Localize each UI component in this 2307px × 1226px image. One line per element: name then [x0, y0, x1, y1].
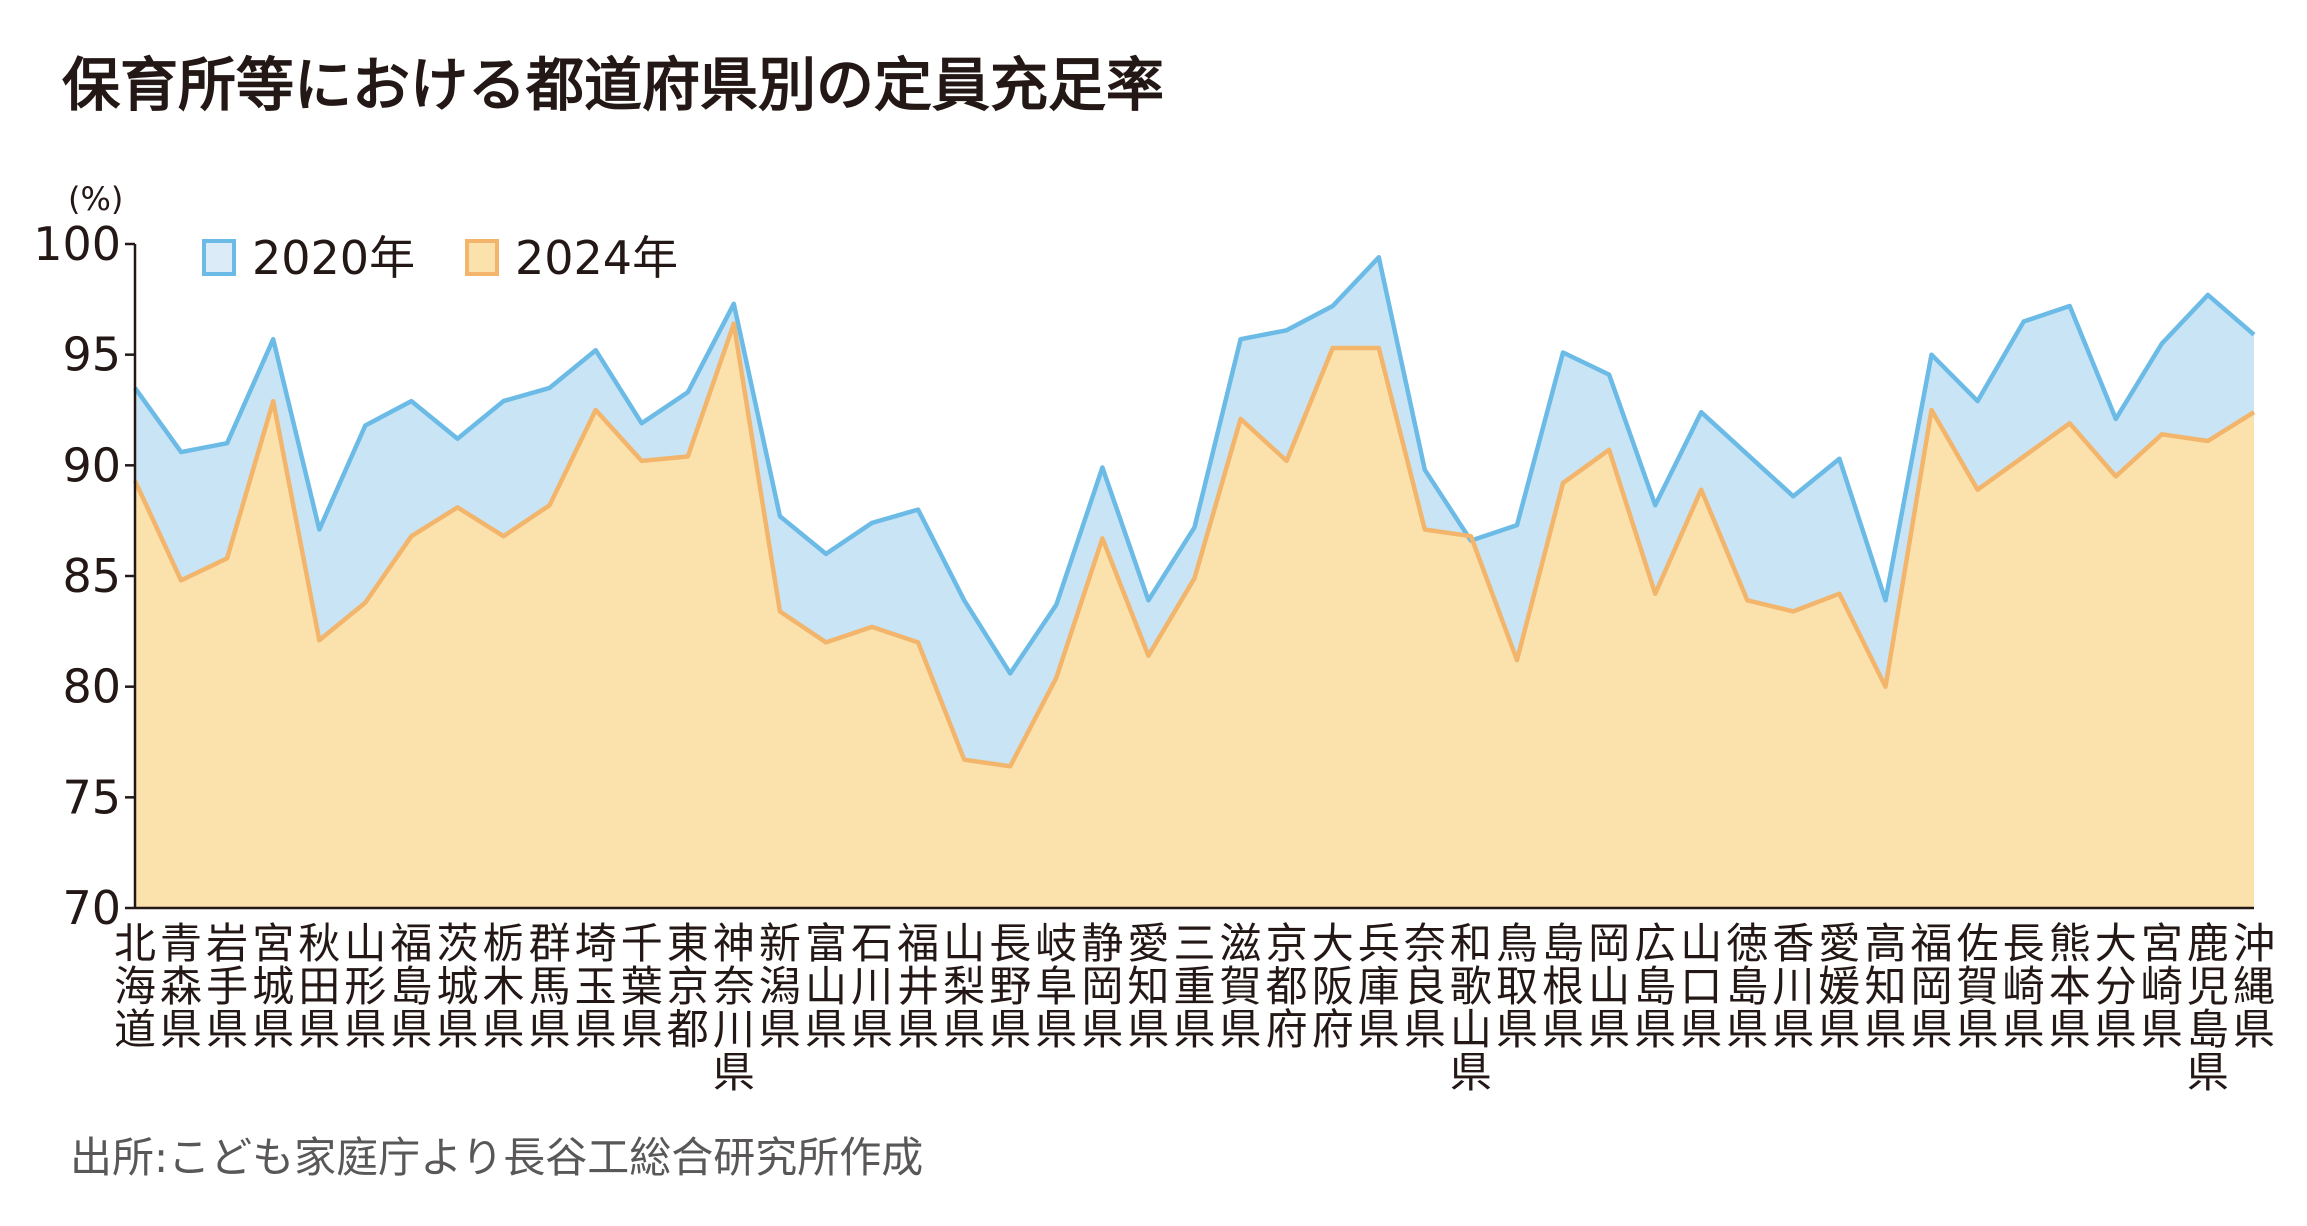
y-axis: 70 75 80 85 90 95 100 [33, 217, 2254, 935]
legend-label-2020: 2020年 [252, 231, 415, 285]
x-tick-label: 山梨県 [943, 919, 985, 1054]
x-tick-label: 徳島県 [1726, 919, 1768, 1054]
x-tick-label: 長崎県 [2003, 919, 2045, 1054]
x-tick-label: 青森県 [160, 919, 202, 1054]
y-tick-label: 95 [62, 328, 121, 382]
x-tick-label: 大阪府 [1312, 919, 1354, 1054]
x-tick-label: 鳥取県 [1496, 919, 1538, 1054]
x-tick-label: 群馬県 [529, 919, 571, 1054]
x-tick-label: 奈良県 [1404, 919, 1446, 1054]
x-tick-label: 岩手県 [206, 919, 248, 1054]
x-tick-label: 広島県 [1634, 919, 1676, 1054]
x-tick-label: 宮城県 [252, 919, 294, 1054]
plot-area [132, 255, 2256, 908]
x-tick-label: 熊本県 [2049, 919, 2091, 1054]
x-tick-label: 三重県 [1173, 919, 1215, 1054]
x-tick-label: 兵庫県 [1358, 919, 1400, 1054]
x-tick-label: 北海道 [114, 919, 156, 1054]
y-tick-label: 100 [33, 217, 121, 271]
y-tick-label: 75 [62, 770, 121, 824]
x-tick-label: 宮崎県 [2141, 919, 2183, 1054]
x-tick-label: 岡山県 [1588, 919, 1630, 1054]
x-tick-label: 神奈川県 [713, 919, 755, 1097]
x-tick-label: 福島県 [390, 919, 432, 1054]
x-tick-label: 千葉県 [621, 919, 663, 1054]
x-tick-label: 静岡県 [1081, 919, 1123, 1054]
x-tick-label: 滋賀県 [1220, 919, 1262, 1054]
x-tick-label: 長野県 [989, 919, 1031, 1054]
y-tick-label: 90 [62, 438, 121, 492]
x-tick-label: 栃木県 [483, 919, 525, 1054]
x-tick-label: 佐賀県 [1957, 919, 1999, 1054]
x-tick-label: 山形県 [344, 919, 386, 1054]
x-tick-label: 沖縄県 [2233, 919, 2275, 1054]
x-tick-label: 富山県 [805, 919, 847, 1054]
x-tick-label: 岐阜県 [1035, 919, 1077, 1054]
x-tick-label: 山口県 [1680, 919, 1722, 1054]
x-tick-label: 新潟県 [759, 919, 801, 1054]
y-tick-label: 80 [62, 660, 121, 714]
x-tick-label: 秋田県 [298, 919, 340, 1054]
legend-swatch-2024 [465, 239, 499, 276]
chart-title: 保育所等における都道府県別の定員充足率 [62, 51, 1164, 119]
x-tick-label: 茨城県 [436, 919, 478, 1054]
area-2024年 [135, 323, 2254, 908]
x-tick-label: 埼玉県 [575, 919, 617, 1054]
x-tick-label: 高知県 [1864, 919, 1906, 1054]
x-tick-label: 福井県 [897, 919, 939, 1054]
legend: 2020年 2024年 [202, 231, 678, 285]
x-tick-label: 和歌山県 [1450, 919, 1492, 1097]
x-tick-label: 京都府 [1266, 919, 1308, 1054]
x-tick-label: 東京都 [667, 919, 709, 1054]
x-tick-label: 鹿児島県 [2187, 919, 2229, 1097]
y-tick-label: 85 [62, 549, 121, 603]
y-axis-unit: (%) [68, 180, 123, 218]
x-axis-labels: 北海道青森県岩手県宮城県秋田県山形県福島県茨城県栃木県群馬県埼玉県千葉県東京都神… [114, 919, 2275, 1097]
legend-label-2024: 2024年 [515, 231, 678, 285]
x-tick-label: 愛媛県 [1818, 919, 1860, 1054]
legend-swatch-2020 [202, 239, 236, 276]
y-tick-label: 70 [62, 881, 121, 935]
x-tick-label: 石川県 [851, 919, 893, 1054]
source-note: 出所:こども家庭庁より長谷工総合研究所作成 [70, 1133, 923, 1182]
x-tick-label: 福岡県 [1911, 919, 1953, 1054]
x-tick-label: 香川県 [1772, 919, 1814, 1054]
x-tick-label: 大分県 [2095, 919, 2137, 1054]
x-tick-label: 愛知県 [1127, 919, 1169, 1054]
x-tick-label: 島根県 [1542, 919, 1584, 1054]
